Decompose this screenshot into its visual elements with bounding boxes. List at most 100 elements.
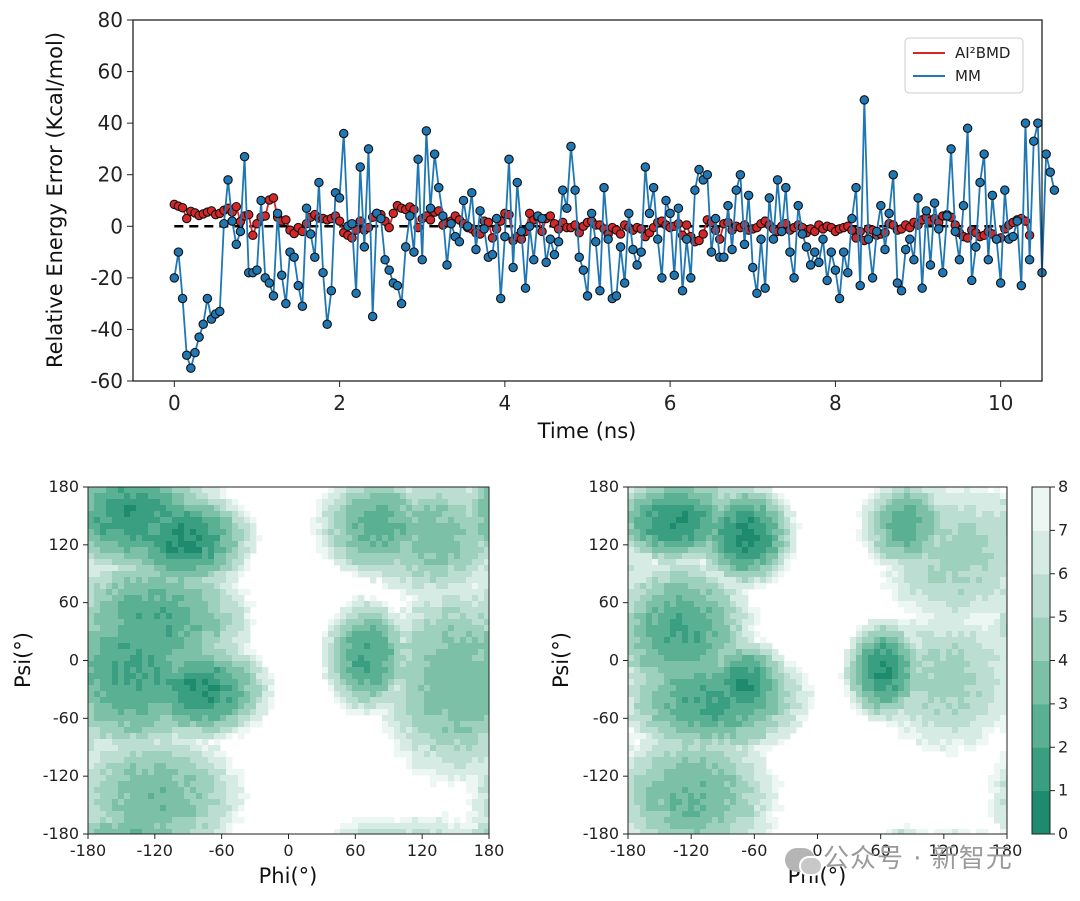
heatmap-cell — [634, 793, 641, 800]
y-tick-label: 120 — [48, 535, 79, 554]
heatmap-cell — [124, 643, 131, 650]
heatmap-cell — [394, 625, 401, 632]
heatmap-cell — [406, 565, 413, 572]
heatmap-cell — [358, 673, 365, 680]
heatmap-cell — [220, 727, 227, 734]
heatmap-cell — [334, 493, 341, 500]
heatmap-cell — [214, 655, 221, 662]
heatmap-cell — [418, 733, 425, 740]
heatmap-cell — [430, 607, 437, 614]
heatmap-cell — [106, 679, 113, 686]
heatmap-cell — [748, 517, 755, 524]
heatmap-cell — [400, 667, 407, 674]
heatmap-cell — [112, 511, 119, 518]
heatmap-cell — [874, 517, 881, 524]
heatmap-cell — [724, 787, 731, 794]
heatmap-cell — [106, 661, 113, 668]
heatmap-cell — [424, 583, 431, 590]
heatmap-cell — [778, 571, 785, 578]
heatmap-cell — [454, 559, 461, 566]
heatmap-cell — [466, 673, 473, 680]
heatmap-cell — [190, 511, 197, 518]
heatmap-cell — [148, 733, 155, 740]
heatmap-cell — [214, 535, 221, 542]
heatmap-cell — [358, 823, 365, 830]
heatmap-cell — [430, 673, 437, 680]
heatmap-cell — [784, 505, 791, 512]
heatmap-cell — [166, 505, 173, 512]
heatmap-cell — [670, 625, 677, 632]
heatmap-cell — [778, 517, 785, 524]
heatmap-cell — [376, 529, 383, 536]
heatmap-cell — [730, 529, 737, 536]
heatmap-cell — [214, 673, 221, 680]
heatmap-cell — [706, 733, 713, 740]
heatmap-cell — [478, 727, 485, 734]
heatmap-cell — [424, 643, 431, 650]
heatmap-cell — [772, 661, 779, 668]
heatmap-cell — [646, 805, 653, 812]
heatmap-cell — [688, 529, 695, 536]
heatmap-cell — [706, 805, 713, 812]
heatmap-cell — [694, 583, 701, 590]
heatmap-cell — [430, 505, 437, 512]
heatmap-cell — [442, 643, 449, 650]
heatmap-cell — [706, 529, 713, 536]
heatmap-cell — [148, 505, 155, 512]
heatmap-cell — [352, 643, 359, 650]
heatmap-cell — [730, 565, 737, 572]
heatmap-cell — [448, 511, 455, 518]
heatmap-cell — [394, 535, 401, 542]
heatmap-cell — [142, 661, 149, 668]
heatmap-cell — [724, 721, 731, 728]
heatmap-cell — [484, 595, 490, 602]
heatmap-cell — [634, 655, 641, 662]
heatmap-cell — [382, 631, 389, 638]
mm-point — [731, 185, 741, 195]
heatmap-cell — [754, 523, 761, 530]
heatmap-cell — [142, 739, 149, 746]
heatmap-cell — [682, 487, 689, 494]
heatmap-cell — [88, 679, 95, 686]
heatmap-cell — [472, 487, 479, 494]
heatmap-cell — [430, 775, 437, 782]
heatmap-cell — [154, 487, 161, 494]
heatmap-cell — [370, 487, 377, 494]
heatmap-cell — [682, 493, 689, 500]
heatmap-cell — [652, 751, 659, 758]
heatmap-cell — [166, 565, 173, 572]
heatmap-cell — [232, 721, 239, 728]
heatmap-cell — [196, 595, 203, 602]
heatmap-cell — [442, 595, 449, 602]
heatmap-cell — [148, 499, 155, 506]
heatmap-cell — [352, 667, 359, 674]
heatmap-cell — [94, 649, 101, 656]
heatmap-cell — [730, 505, 737, 512]
heatmap-cell — [382, 709, 389, 716]
heatmap-cell — [706, 487, 713, 494]
heatmap-cell — [136, 799, 143, 806]
heatmap-cell — [166, 829, 173, 835]
heatmap-cell — [136, 595, 143, 602]
heatmap-cell — [214, 577, 221, 584]
heatmap-cell — [778, 661, 785, 668]
heatmap-cell — [244, 541, 251, 548]
heatmap-cell — [748, 781, 755, 788]
heatmap-cell — [748, 757, 755, 764]
heatmap-cell — [724, 643, 731, 650]
heatmap-cell — [478, 619, 485, 626]
heatmap-cell — [442, 673, 449, 680]
heatmap-cell — [418, 685, 425, 692]
heatmap-cell — [118, 541, 125, 548]
heatmap-cell — [214, 583, 221, 590]
heatmap-cell — [154, 703, 161, 710]
heatmap-cell — [226, 529, 233, 536]
heatmap-cell — [232, 805, 239, 812]
heatmap-cell — [220, 505, 227, 512]
heatmap-cell — [394, 673, 401, 680]
heatmap-cell — [154, 493, 161, 500]
heatmap-cell — [670, 601, 677, 608]
heatmap-cell — [118, 547, 125, 554]
heatmap-cell — [718, 565, 725, 572]
heatmap-cell — [478, 667, 485, 674]
